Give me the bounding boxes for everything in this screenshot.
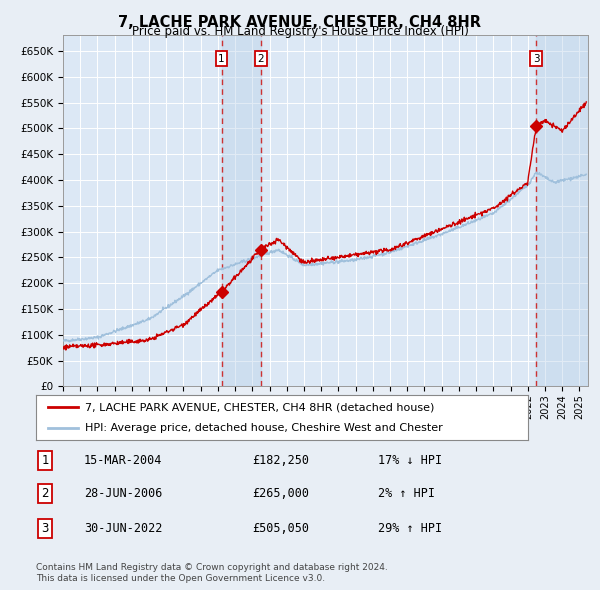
Text: £265,000: £265,000 — [252, 487, 309, 500]
Text: 3: 3 — [41, 522, 49, 535]
Text: 1: 1 — [218, 54, 225, 64]
Text: £182,250: £182,250 — [252, 454, 309, 467]
Text: Contains HM Land Registry data © Crown copyright and database right 2024.
This d: Contains HM Land Registry data © Crown c… — [36, 563, 388, 583]
Text: £505,050: £505,050 — [252, 522, 309, 535]
Text: 1: 1 — [41, 454, 49, 467]
Text: 2: 2 — [41, 487, 49, 500]
Text: 3: 3 — [533, 54, 539, 64]
Bar — [536, 35, 588, 386]
Text: 7, LACHE PARK AVENUE, CHESTER, CH4 8HR: 7, LACHE PARK AVENUE, CHESTER, CH4 8HR — [119, 15, 482, 30]
Text: Price paid vs. HM Land Registry's House Price Index (HPI): Price paid vs. HM Land Registry's House … — [131, 25, 469, 38]
Text: 30-JUN-2022: 30-JUN-2022 — [84, 522, 163, 535]
Text: 28-JUN-2006: 28-JUN-2006 — [84, 487, 163, 500]
Text: HPI: Average price, detached house, Cheshire West and Chester: HPI: Average price, detached house, Ches… — [85, 422, 443, 432]
Text: 17% ↓ HPI: 17% ↓ HPI — [378, 454, 442, 467]
Text: 7, LACHE PARK AVENUE, CHESTER, CH4 8HR (detached house): 7, LACHE PARK AVENUE, CHESTER, CH4 8HR (… — [85, 402, 434, 412]
Text: 29% ↑ HPI: 29% ↑ HPI — [378, 522, 442, 535]
Bar — [221, 35, 261, 386]
Text: 2: 2 — [257, 54, 264, 64]
Text: 15-MAR-2004: 15-MAR-2004 — [84, 454, 163, 467]
Text: 2% ↑ HPI: 2% ↑ HPI — [378, 487, 435, 500]
